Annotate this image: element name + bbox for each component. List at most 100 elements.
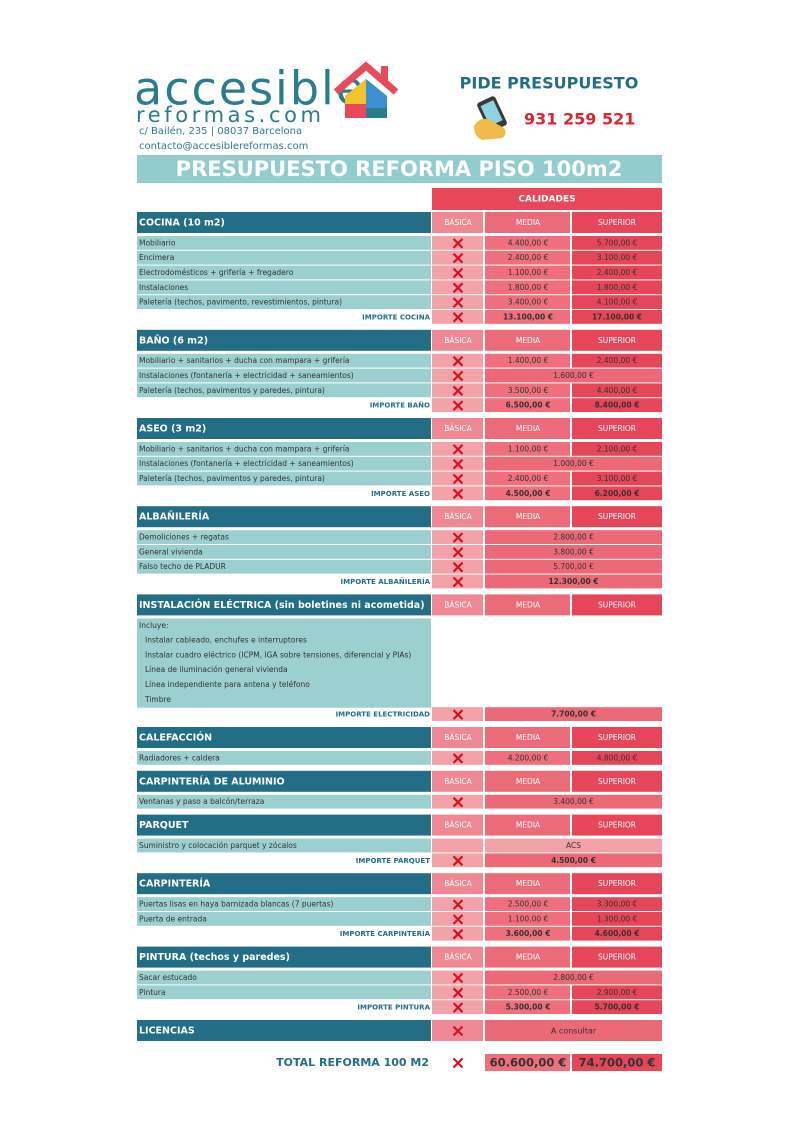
header-cell <box>485 770 570 792</box>
cross-mark <box>452 855 464 867</box>
cross-mark <box>452 547 464 558</box>
column-header: SUPERIOR <box>598 733 636 742</box>
row-label: Mobiliario + sanitarios + ducha con mamp… <box>139 444 350 453</box>
row-label: Pintura <box>139 988 166 997</box>
value: 1.000,00 € <box>553 459 594 468</box>
phone-icon <box>474 96 507 140</box>
row-label-cell <box>137 559 431 574</box>
section-title: PINTURA (techos y paredes) <box>139 952 290 963</box>
value: 4.600,00 € <box>595 929 640 938</box>
section-title: COCINA (10 m2) <box>139 218 225 229</box>
header-cell <box>485 506 570 528</box>
row-label: Paletería (techos, pavimentos y paredes,… <box>139 386 325 395</box>
value-cell <box>572 280 662 295</box>
value-cell <box>572 383 662 398</box>
total-label: IMPORTE PARQUET <box>356 857 430 865</box>
header-cell <box>432 594 483 616</box>
value: 2.900,00 € <box>597 988 638 997</box>
header-cell <box>432 873 483 895</box>
section-header <box>137 1020 431 1041</box>
row-label-cell <box>137 633 431 649</box>
section-title: ASEO (3 m2) <box>139 424 206 435</box>
column-header: MEDIA <box>516 424 541 433</box>
value-cell <box>572 310 662 324</box>
row-label-cell <box>137 912 431 926</box>
section-header <box>137 212 431 233</box>
value-cell <box>485 985 570 1000</box>
value-cell <box>485 310 570 324</box>
section-title: BAÑO (6 m2) <box>139 335 208 346</box>
value: 4.100,00 € <box>597 298 638 307</box>
row-label-cell <box>137 648 431 664</box>
column-header: MEDIA <box>516 600 541 609</box>
value: 13.100,00 € <box>503 312 553 321</box>
header-cell <box>432 212 483 233</box>
total-label: IMPORTE PINTURA <box>357 1004 430 1012</box>
value: 3.400,00 € <box>553 797 594 806</box>
value: 3.100,00 € <box>597 474 638 483</box>
header-cell <box>432 727 483 748</box>
header-cell <box>572 873 662 895</box>
value: 2.400,00 € <box>508 474 549 483</box>
section-header <box>137 873 431 895</box>
column-header: SUPERIOR <box>598 336 636 345</box>
row-label-cell <box>137 970 431 985</box>
logo-house <box>333 61 399 118</box>
column-header: MEDIA <box>516 777 541 786</box>
value-cell <box>572 398 662 412</box>
value: 2.500,00 € <box>508 988 549 997</box>
section-header <box>137 770 431 792</box>
cross-mark <box>452 312 464 323</box>
value: 3.100,00 € <box>597 253 638 262</box>
column-header: SUPERIOR <box>598 600 636 609</box>
value-cell <box>485 280 570 295</box>
row-label: Suministro y colocación parquet y zócalo… <box>139 841 297 850</box>
address: c/ Bailén, 235 | 08037 Barcelona <box>139 125 302 137</box>
total-label: IMPORTE CARPINTERÍA <box>340 929 431 938</box>
header-cell <box>432 418 483 439</box>
value-cell <box>485 368 662 383</box>
doc-title: PRESUPUESTO REFORMA PISO 100m2 <box>176 157 623 181</box>
row-label-cell <box>137 530 431 544</box>
cross-mark <box>452 238 464 249</box>
value-cell <box>485 559 662 574</box>
value-cell <box>485 486 570 501</box>
cross-mark <box>452 576 464 588</box>
total-label: IMPORTE BAÑO <box>370 401 430 410</box>
cross-mark <box>452 987 464 999</box>
cross-mark <box>452 1025 464 1037</box>
header-cell <box>485 873 570 895</box>
cross-mark <box>452 267 464 279</box>
header-cell <box>572 329 662 351</box>
row-label-cell <box>137 265 431 280</box>
value: 74.700,00 € <box>579 1056 656 1070</box>
value: 2.500,00 € <box>508 900 549 909</box>
header-cell <box>485 329 570 351</box>
row-label: Línea independiente para antena y teléfo… <box>145 680 310 689</box>
header-cell <box>572 770 662 792</box>
value: 2.400,00 € <box>597 356 638 365</box>
row-label-cell <box>137 618 431 634</box>
header-cell <box>432 946 483 968</box>
email: contacto@accesiblereformas.com <box>139 141 308 152</box>
cross-mark <box>452 914 464 925</box>
value: 2.800,00 € <box>553 533 594 542</box>
value-cell <box>572 1000 662 1014</box>
value: 4.400,00 € <box>508 238 549 247</box>
value-cell <box>485 970 662 985</box>
row-label: Electrodomésticos + grifería + fregadero <box>139 268 294 277</box>
row-label-cell <box>137 838 431 853</box>
cross-mark <box>452 561 464 573</box>
header-cell <box>432 814 483 836</box>
row-label-cell <box>137 280 431 295</box>
row-label-cell <box>137 662 431 679</box>
value-cell <box>485 897 570 911</box>
value: 1.100,00 € <box>508 268 549 277</box>
qualities-label: CALIDADES <box>518 195 575 205</box>
value: 2.400,00 € <box>508 253 549 262</box>
row-label: Radiadores + caldera <box>139 753 220 762</box>
value-cell <box>485 295 570 309</box>
value-cell <box>485 545 662 559</box>
header-cell <box>485 418 570 439</box>
row-label: Incluye: <box>139 621 169 630</box>
